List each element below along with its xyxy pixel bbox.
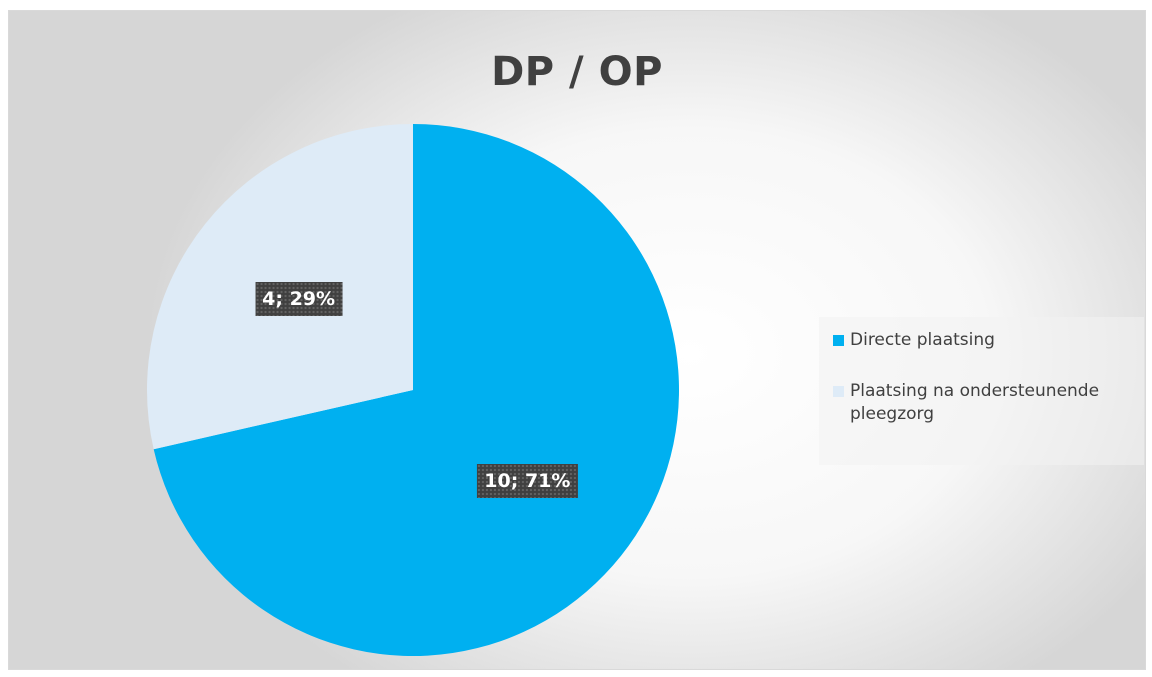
chart-title: DP / OP [491,49,663,95]
legend-label: Plaatsing na ondersteunende pleegzorg [850,381,1100,424]
legend-swatch [833,386,844,397]
data-label: 10; 71% [477,464,578,499]
data-label: 4; 29% [255,281,343,316]
legend-label: Directe plaatsing [850,330,995,350]
legend-item-directe-plaatsing[interactable]: Directe plaatsing [833,329,1134,352]
legend: Directe plaatsing Plaatsing na ondersteu… [819,317,1144,465]
chart-area: DP / OP 10; 71% 4; 29% Directe plaatsing … [8,10,1146,670]
pie-slice-directe-plaatsing[interactable] [153,124,679,657]
legend-swatch [833,335,844,346]
legend-item-plaatsing-na-ondersteunende-pleegzorg[interactable]: Plaatsing na ondersteunende pleegzorg [833,380,1134,426]
